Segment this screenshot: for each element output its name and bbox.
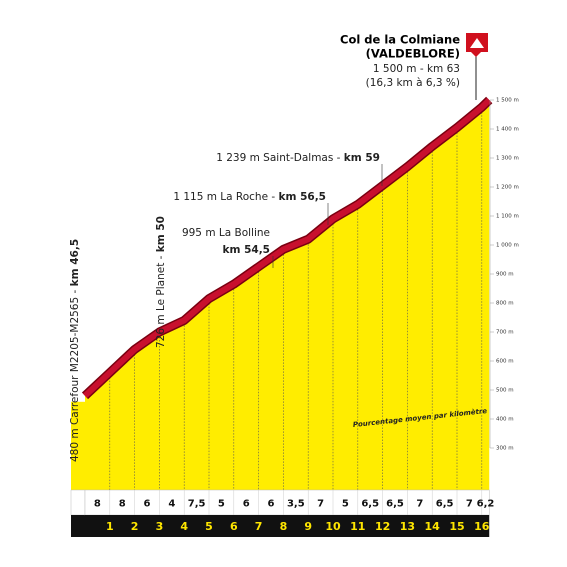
km-label: 4 <box>180 520 188 533</box>
gradient-band <box>84 489 490 516</box>
gradient-label: 6,5 <box>361 499 379 510</box>
km-label: 7 <box>255 520 263 533</box>
y-tick-label: 1 400 m <box>496 127 519 133</box>
gradient-label: 5 <box>342 499 349 510</box>
km-label: 14 <box>425 520 441 533</box>
annotation-km: km 54,5 <box>223 244 271 256</box>
ridge <box>82 97 492 398</box>
summit-info: (16,3 km à 6,3 %) <box>366 77 460 89</box>
profile-front-strip <box>71 515 85 537</box>
km-label: 5 <box>205 520 213 533</box>
summit-flag <box>466 33 488 100</box>
y-tick-label: 1 100 m <box>496 214 519 220</box>
gradient-label: 3,5 <box>287 499 305 510</box>
km-label: 8 <box>280 520 288 533</box>
annotation: 1 115 m La Roche - km 56,5 <box>173 191 326 203</box>
km-label: 10 <box>325 520 341 533</box>
profile-front-base <box>70 489 86 516</box>
gradient-label: 8 <box>119 499 126 510</box>
km-strip <box>85 515 490 537</box>
km-label: 2 <box>131 520 139 533</box>
profile-area <box>85 100 490 490</box>
y-tick-label: 700 m <box>496 330 514 336</box>
annotation-km: km 50 <box>155 216 167 252</box>
chart-subtitle: (VALDEBLORE) <box>366 47 460 61</box>
profile-front <box>71 401 85 490</box>
km-label: 1 <box>106 520 114 533</box>
annotation-text: 1 239 m Saint-Dalmas - <box>216 152 344 164</box>
annotation-km: km 59 <box>344 152 380 164</box>
annotation: 726 m Le Planet - km 50 <box>155 216 167 348</box>
gradient-label: 6,5 <box>436 499 454 510</box>
annotation-text: 726 m Le Planet - <box>155 252 167 348</box>
y-tick-label: 1 300 m <box>496 156 519 162</box>
annotation-text: 480 m Carrefour M2205-M2565 - <box>69 286 81 462</box>
y-tick-label: 600 m <box>496 359 514 365</box>
y-tick-label: 1 000 m <box>496 243 519 249</box>
summit-info: 1 500 m - km 63 <box>373 63 460 75</box>
annotation-km: km 46,5 <box>69 239 81 287</box>
y-tick-label: 1 200 m <box>496 185 519 191</box>
annotation-text: 995 m La Bolline <box>182 227 270 239</box>
y-tick-label: 300 m <box>496 446 514 452</box>
y-tick-label: 800 m <box>496 301 514 307</box>
gradient-label: 6 <box>243 499 250 510</box>
km-label: 6 <box>230 520 238 533</box>
gradient-label: 7 <box>466 499 473 510</box>
km-label: 16 <box>474 520 490 533</box>
km-label: 9 <box>304 520 312 533</box>
gradient-label: 6 <box>268 499 275 510</box>
gradient-label: 6,2 <box>477 499 495 510</box>
km-label: 13 <box>400 520 415 533</box>
y-tick-label: 500 m <box>496 388 514 394</box>
gradient-label: 7 <box>416 499 423 510</box>
chart-title: Col de la Colmiane <box>340 33 460 47</box>
km-label: 15 <box>449 520 464 533</box>
gradient-label: 8 <box>94 499 101 510</box>
y-tick-label: 400 m <box>496 417 514 423</box>
gradient-label: 6,5 <box>386 499 404 510</box>
y-tick-label: 900 m <box>496 272 514 278</box>
gradient-label: 4 <box>168 499 175 510</box>
annotation: 1 239 m Saint-Dalmas - km 59 <box>216 152 380 164</box>
y-tick-label: 1 500 m <box>496 98 519 104</box>
km-label: 12 <box>375 520 390 533</box>
km-label: 11 <box>350 520 365 533</box>
annotation-text: 1 115 m La Roche - <box>173 191 278 203</box>
annotation: 480 m Carrefour M2205-M2565 - km 46,5 <box>69 239 81 462</box>
km-label: 3 <box>156 520 164 533</box>
gradient-label: 6 <box>144 499 151 510</box>
annotation-km: km 56,5 <box>279 191 327 203</box>
gradient-label: 5 <box>218 499 225 510</box>
gradient-label: 7,5 <box>188 499 206 510</box>
gradient-label: 7 <box>317 499 324 510</box>
